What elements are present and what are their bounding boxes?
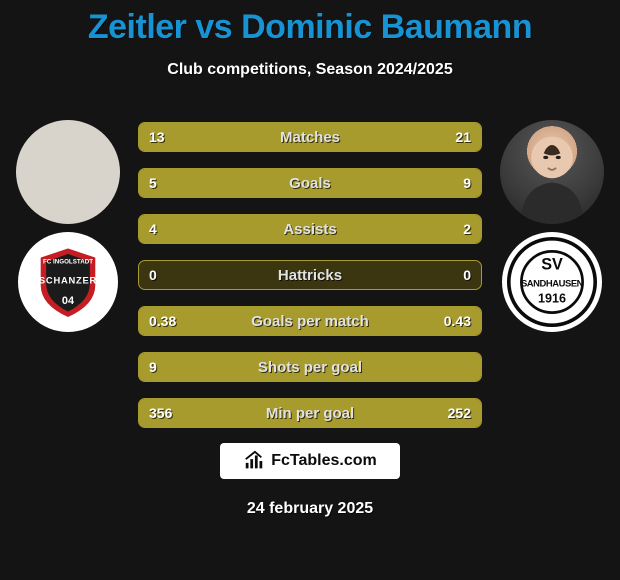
- brand-text: FcTables.com: [271, 452, 377, 470]
- stat-label: Shots per goal: [139, 353, 481, 381]
- stat-row: 00Hattricks: [138, 260, 482, 290]
- stat-label: Matches: [139, 123, 481, 151]
- stats-bars: 1321Matches 59Goals 42Assists 00Hattricks 0.…: [138, 122, 482, 444]
- stat-row: 1321Matches: [138, 122, 482, 152]
- stat-row: 356252Min per goal: [138, 398, 482, 428]
- date-text: 24 february 2025: [0, 500, 620, 518]
- stat-row: 42Assists: [138, 214, 482, 244]
- crest-text-mid: SCHANZER: [39, 276, 97, 286]
- right-team-crest: SV SANDHAUSEN 1916: [502, 232, 602, 332]
- brand-badge[interactable]: FcTables.com: [220, 443, 400, 479]
- stat-row: 9Shots per goal: [138, 352, 482, 382]
- right-player-avatar: [500, 120, 604, 224]
- sandhausen-crest-icon: SV SANDHAUSEN 1916: [507, 237, 597, 327]
- stat-row: 59Goals: [138, 168, 482, 198]
- stat-label: Hattricks: [139, 261, 481, 289]
- crest-text-mid: SANDHAUSEN: [521, 279, 584, 290]
- left-column: FC INGOLSTADT SCHANZER 04: [8, 120, 128, 332]
- right-column: SV SANDHAUSEN 1916: [492, 120, 612, 332]
- stat-row: 0.380.43Goals per match: [138, 306, 482, 336]
- crest-text-top: FC INGOLSTADT: [43, 258, 93, 265]
- stat-label: Goals per match: [139, 307, 481, 335]
- brand-chart-icon: [243, 450, 265, 472]
- left-player-avatar: [16, 120, 120, 224]
- page-title: Zeitler vs Dominic Baumann: [0, 0, 620, 47]
- stat-label: Goals: [139, 169, 481, 197]
- ingolstadt-crest-icon: FC INGOLSTADT SCHANZER 04: [29, 243, 107, 321]
- stat-label: Assists: [139, 215, 481, 243]
- left-team-crest: FC INGOLSTADT SCHANZER 04: [18, 232, 118, 332]
- stat-label: Min per goal: [139, 399, 481, 427]
- player-silhouette-icon: [500, 120, 604, 224]
- crest-text-bot: 1916: [538, 292, 566, 306]
- crest-text-top: SV: [541, 255, 563, 273]
- avatar-placeholder-icon: [16, 158, 120, 186]
- crest-text-bot: 04: [62, 295, 74, 307]
- subtitle: Club competitions, Season 2024/2025: [0, 61, 620, 79]
